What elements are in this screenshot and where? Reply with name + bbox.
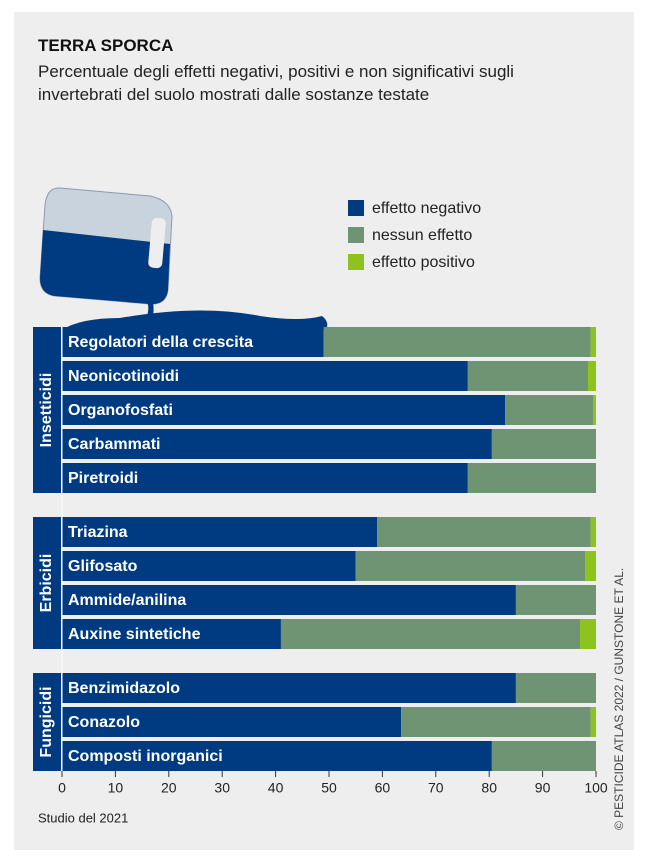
bar-segment xyxy=(62,741,492,771)
bar-segment xyxy=(62,551,356,581)
category-label: Piretroidi xyxy=(68,470,138,487)
legend-label: effetto positivo xyxy=(372,254,475,271)
credit: © PESTICIDE ATLAS 2022 / GUNSTONE ET AL. xyxy=(612,568,626,830)
x-tick-label: 90 xyxy=(535,780,551,796)
bar-segment xyxy=(491,429,596,459)
bar-segment xyxy=(587,361,596,391)
bar-segment xyxy=(590,517,596,547)
chart-subtitle: Percentuale degli effetti negativi, posi… xyxy=(38,62,514,104)
bar-segment xyxy=(585,551,596,581)
chart-title: TERRA SPORCA xyxy=(38,36,174,55)
bar-segment xyxy=(62,585,516,615)
x-tick-label: 40 xyxy=(268,780,284,796)
x-tick-label: 0 xyxy=(58,780,66,796)
bar-segment xyxy=(62,463,468,493)
category-label: Glifosato xyxy=(68,558,138,575)
category-label: Carbammati xyxy=(68,436,160,453)
x-tick-label: 50 xyxy=(321,780,337,796)
legend-label: effetto negativo xyxy=(372,200,481,217)
group-label: Insetticidi xyxy=(38,373,55,448)
x-tick-label: 70 xyxy=(428,780,444,796)
x-tick-label: 20 xyxy=(161,780,177,796)
x-tick-label: 10 xyxy=(108,780,124,796)
category-label: Organofosfati xyxy=(68,402,173,419)
jug-illustration xyxy=(39,187,328,330)
bar-segment xyxy=(62,707,402,737)
bar-segment xyxy=(62,395,506,425)
group-band xyxy=(33,517,61,649)
category-label: Triazina xyxy=(68,524,128,541)
bar-segment xyxy=(593,395,596,425)
x-tick-label: 80 xyxy=(481,780,497,796)
x-tick-label: 30 xyxy=(214,780,230,796)
bar-segment xyxy=(491,741,596,771)
category-label: Benzimidazolo xyxy=(68,680,180,697)
category-label: Neonicotinoidi xyxy=(68,368,179,385)
bar-segment xyxy=(62,327,324,357)
x-tick-label: 100 xyxy=(584,780,608,796)
group-band xyxy=(33,673,61,771)
bar-segment xyxy=(62,673,516,703)
bar-segment xyxy=(62,619,281,649)
bar-segment xyxy=(467,463,596,493)
bar-segment xyxy=(590,327,596,357)
bar-segment xyxy=(377,517,591,547)
bar-segment xyxy=(515,673,596,703)
category-label: Auxine sintetiche xyxy=(68,626,201,643)
bar-segment xyxy=(579,619,596,649)
legend-swatch xyxy=(348,254,364,270)
bar-segment xyxy=(401,707,591,737)
bar-segment xyxy=(62,429,492,459)
group-band xyxy=(33,327,61,493)
legend-label: nessun effetto xyxy=(372,227,472,244)
bar-segment xyxy=(62,517,378,547)
legend-swatch xyxy=(348,200,364,216)
x-tick-label: 60 xyxy=(375,780,391,796)
legend-swatch xyxy=(348,227,364,243)
category-label: Composti inorganici xyxy=(68,748,223,765)
group-label: Fungicidi xyxy=(38,686,55,757)
bar-segment xyxy=(280,619,580,649)
bar-segment xyxy=(323,327,591,357)
category-label: Regolatori della crescita xyxy=(68,334,253,351)
bar-segment xyxy=(590,707,596,737)
group-label: Erbicidi xyxy=(38,554,55,613)
bar-segment xyxy=(505,395,594,425)
category-label: Conazolo xyxy=(68,714,140,731)
bar-segment xyxy=(62,361,468,391)
note: Studio del 2021 xyxy=(38,810,128,825)
category-label: Ammide/anilina xyxy=(68,592,186,609)
bar-segment xyxy=(467,361,588,391)
bar-segment xyxy=(515,585,596,615)
bar-segment xyxy=(355,551,586,581)
